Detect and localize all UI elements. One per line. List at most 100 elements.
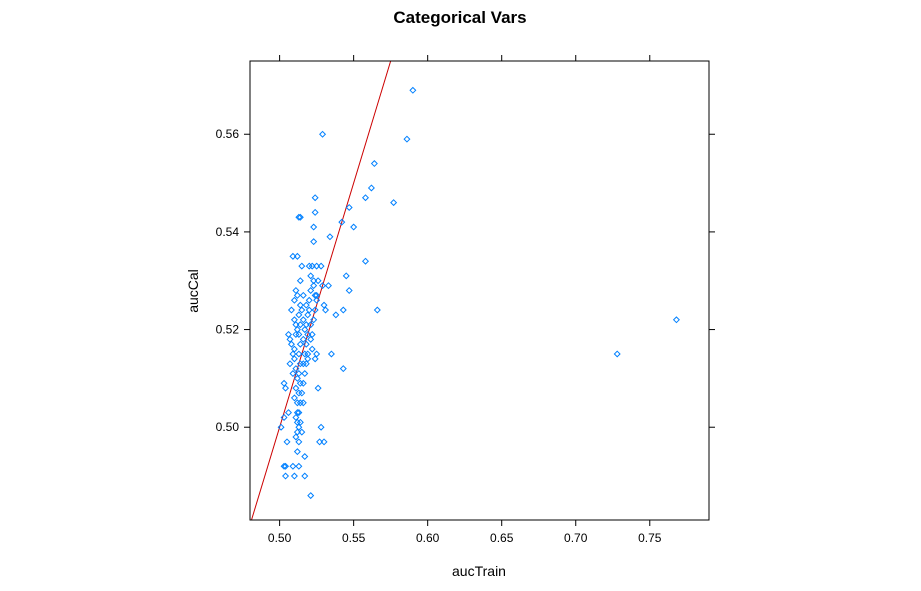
data-point	[289, 350, 297, 358]
data-point	[295, 389, 303, 397]
data-point	[313, 296, 321, 304]
x-tick-label: 0.70	[564, 531, 588, 545]
data-point	[350, 223, 358, 231]
chart-title: Categorical Vars	[393, 8, 526, 27]
data-point	[295, 438, 303, 446]
data-point	[409, 86, 417, 94]
data-point	[324, 282, 332, 290]
data-point	[299, 335, 307, 343]
data-point	[301, 350, 309, 358]
data-point	[307, 335, 315, 343]
data-point	[280, 413, 288, 421]
plot-area	[251, 61, 680, 520]
data-point	[282, 462, 290, 470]
data-point	[292, 286, 300, 295]
data-point	[299, 291, 307, 299]
data-point	[390, 199, 398, 207]
data-point	[296, 340, 304, 348]
data-point	[293, 428, 301, 436]
data-point	[301, 453, 309, 461]
data-point	[367, 184, 375, 192]
data-point	[298, 306, 306, 314]
data-point	[298, 262, 306, 270]
data-point	[289, 370, 297, 378]
data-point	[295, 213, 303, 221]
data-point	[304, 350, 312, 358]
data-point	[298, 389, 306, 397]
data-point	[295, 311, 303, 319]
data-point	[295, 330, 303, 338]
data-point	[361, 257, 369, 265]
data-point	[322, 306, 330, 314]
data-point	[295, 423, 303, 431]
data-point	[319, 130, 327, 138]
data-point	[301, 472, 309, 480]
data-point	[287, 306, 295, 314]
data-point	[293, 252, 301, 260]
data-point	[286, 360, 294, 368]
data-point	[310, 238, 318, 246]
data-point	[672, 316, 680, 324]
data-point	[293, 399, 301, 407]
data-point	[311, 291, 319, 299]
data-point	[292, 365, 300, 373]
data-point	[280, 462, 288, 470]
data-point	[345, 203, 353, 211]
data-point	[280, 379, 288, 387]
data-point	[293, 409, 301, 417]
data-point	[290, 394, 298, 402]
data-point	[292, 330, 300, 338]
data-point	[310, 316, 318, 324]
data-point	[295, 462, 303, 470]
data-point	[290, 345, 298, 353]
x-tick-label: 0.65	[490, 531, 514, 545]
data-point	[296, 277, 304, 285]
data-point	[293, 418, 301, 426]
data-point	[361, 194, 369, 202]
data-point	[327, 350, 335, 358]
data-point	[293, 291, 301, 299]
data-point	[313, 262, 321, 270]
data-point	[313, 291, 321, 299]
data-point	[296, 301, 304, 309]
y-tick-label: 0.56	[216, 127, 240, 141]
x-axis-label: aucTrain	[452, 563, 506, 579]
data-point	[342, 272, 350, 280]
data-point	[310, 282, 318, 290]
data-point	[301, 326, 309, 334]
data-point	[338, 218, 346, 226]
plot-frame	[249, 60, 710, 521]
y-axis-label: aucCal	[185, 269, 201, 313]
data-point	[302, 321, 310, 329]
data-point	[314, 277, 322, 285]
data-point	[326, 233, 334, 241]
data-point	[304, 355, 312, 363]
data-point	[301, 370, 309, 378]
data-point	[308, 262, 316, 270]
data-point	[298, 428, 306, 436]
y-tick-label: 0.52	[216, 323, 240, 337]
data-point	[299, 379, 307, 387]
data-point	[295, 350, 303, 358]
data-point	[305, 262, 313, 270]
data-point	[292, 384, 300, 392]
data-point	[304, 330, 312, 338]
data-point	[345, 286, 353, 295]
data-point	[290, 355, 298, 363]
data-point	[295, 370, 303, 378]
data-point	[292, 321, 300, 329]
data-point	[307, 492, 315, 500]
data-point	[277, 423, 285, 431]
data-point	[317, 423, 325, 431]
data-point	[311, 194, 319, 202]
data-point	[295, 409, 303, 417]
x-tick-label: 0.50	[268, 531, 292, 545]
data-point	[302, 360, 310, 368]
data-point	[373, 306, 381, 314]
data-point	[296, 399, 304, 407]
x-tick-label: 0.55	[342, 531, 366, 545]
data-point	[320, 301, 328, 309]
data-point	[307, 321, 315, 329]
data-point	[311, 306, 319, 314]
